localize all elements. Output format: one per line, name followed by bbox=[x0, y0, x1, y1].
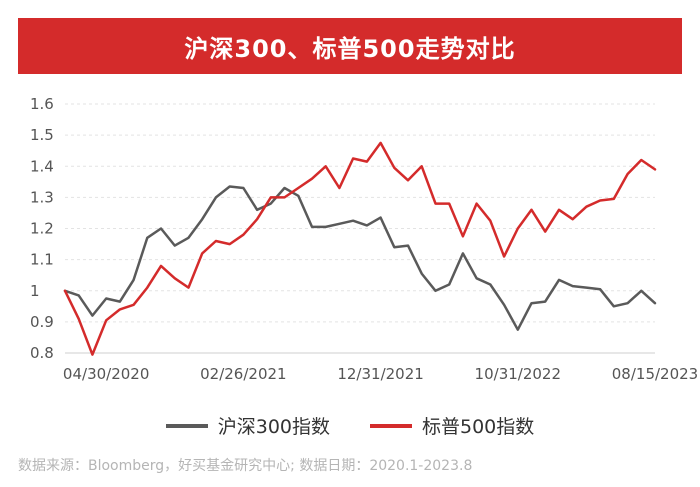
x-tick-label: 10/31/2022 bbox=[475, 365, 561, 383]
y-tick-label: 1.3 bbox=[30, 188, 54, 206]
y-tick-label: 1.6 bbox=[30, 95, 54, 113]
legend-item-csi300: 沪深300指数 bbox=[165, 412, 330, 439]
y-tick-label: 1.2 bbox=[30, 220, 54, 238]
legend-label-sp500: 标普500指数 bbox=[422, 416, 535, 438]
x-tick-label: 04/30/2020 bbox=[63, 365, 149, 383]
series-line-csi300 bbox=[63, 185, 657, 331]
y-tick-label: 1.5 bbox=[30, 126, 54, 144]
legend-swatch-csi300 bbox=[165, 423, 208, 428]
x-tick-label: 02/26/2021 bbox=[200, 365, 286, 383]
line-chart: 0.8 0.9 1 1.1 1.2 1.3 1.4 1.5 1.6 04/30/2020 02/26… bbox=[30, 95, 698, 383]
y-tick-label: 1.4 bbox=[30, 157, 54, 175]
title-banner: 沪深300、标普500走势对比 bbox=[18, 18, 682, 74]
chart-title: 沪深300、标普500走势对比 bbox=[184, 34, 516, 63]
series-line-sp500 bbox=[63, 141, 657, 356]
x-tick-label: 12/31/2021 bbox=[337, 365, 423, 383]
legend-swatch-sp500 bbox=[370, 423, 412, 428]
legend: 沪深300指数 标普500指数 bbox=[0, 412, 700, 439]
y-tick-label: 0.9 bbox=[30, 313, 54, 331]
legend-label-csi300: 沪深300指数 bbox=[217, 416, 330, 438]
x-tick-label: 08/15/2023 bbox=[612, 365, 698, 383]
legend-item-sp500: 标普500指数 bbox=[370, 412, 534, 439]
y-tick-label: 1 bbox=[30, 282, 40, 300]
y-tick-label: 0.8 bbox=[30, 344, 54, 362]
source-note: 数据来源：Bloomberg，好买基金研究中心; 数据日期：2020.1-202… bbox=[18, 458, 473, 474]
y-tick-label: 1.1 bbox=[30, 251, 54, 269]
